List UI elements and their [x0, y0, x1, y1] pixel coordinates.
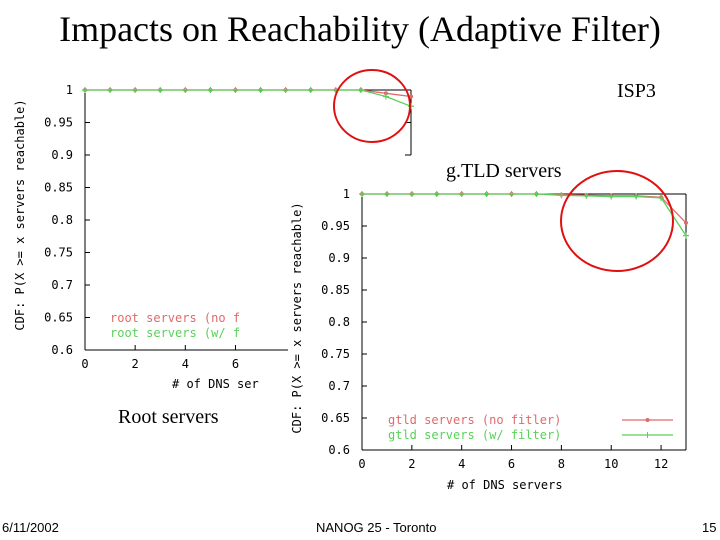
data-point — [182, 87, 189, 93]
isp3-label: ISP3 — [617, 80, 656, 102]
data-point — [282, 87, 289, 93]
data-point — [608, 193, 615, 200]
data-point — [533, 191, 540, 197]
y-axis-label: CDF: P(X >= x servers reachable) — [13, 99, 27, 330]
y-axis-label: CDF: P(X >= x servers reachable) — [290, 202, 304, 433]
y-tick-label: 0.95 — [44, 116, 73, 130]
data-point — [558, 192, 565, 199]
y-tick-label: 0.65 — [44, 311, 73, 325]
legend-marker — [644, 432, 651, 438]
data-point — [132, 87, 139, 93]
highlight-ellipse — [333, 69, 411, 143]
y-tick-label: 0.75 — [44, 246, 73, 260]
x-tick-label: 0 — [358, 457, 365, 471]
data-point — [583, 192, 590, 199]
y-tick-label: 0.7 — [328, 379, 350, 393]
data-point — [107, 87, 114, 93]
x-axis-label: # of DNS servers — [447, 478, 563, 492]
gtld-servers-label: g.TLD servers — [446, 160, 562, 182]
data-point — [232, 87, 239, 93]
data-point — [383, 191, 390, 197]
y-tick-label: 0.85 — [321, 283, 350, 297]
y-tick-label: 1 — [343, 187, 350, 201]
x-tick-label: 4 — [458, 457, 465, 471]
y-tick-label: 0.7 — [51, 278, 73, 292]
x-tick-label: 12 — [654, 457, 668, 471]
series-line-2 — [362, 193, 687, 236]
data-point — [458, 191, 465, 197]
slide-title: Impacts on Reachability (Adaptive Filter… — [59, 9, 661, 49]
data-point — [483, 191, 490, 197]
data-point — [508, 191, 515, 197]
x-tick-label: 8 — [558, 457, 565, 471]
data-point — [157, 87, 164, 93]
x-axis-label: # of DNS ser — [172, 377, 259, 391]
x-tick-label: 4 — [182, 357, 189, 371]
footer-date: 6/11/2002 — [2, 520, 59, 535]
data-point — [408, 191, 415, 197]
data-point — [307, 87, 314, 93]
data-point — [633, 193, 640, 200]
footer-page-number: 15 — [702, 520, 717, 535]
data-point — [683, 232, 689, 239]
legend-entry-1: root servers (no f — [110, 311, 240, 325]
footer-event: NANOG 25 - Toronto — [316, 520, 437, 535]
y-tick-label: 0.9 — [51, 148, 73, 162]
x-tick-label: 2 — [132, 357, 139, 371]
chart-1: 1 0.95 0.9 0.85 0.8 0.75 0.7 0.65 0.6 0 2 4 6 # of DN… — [13, 69, 414, 391]
data-point — [257, 87, 264, 93]
x-tick-label: 0 — [81, 357, 88, 371]
x-tick-label: 6 — [232, 357, 239, 371]
x-tick-label: 6 — [508, 457, 515, 471]
y-tick-label: 0.9 — [328, 251, 350, 265]
data-point — [408, 103, 414, 110]
y-tick-label: 0.65 — [321, 411, 350, 425]
y-tick-label: 0.6 — [328, 443, 350, 457]
data-point — [383, 91, 388, 96]
data-point — [382, 93, 389, 100]
x-tick-label: 10 — [604, 457, 618, 471]
chart-2: 1 0.95 0.9 0.85 0.8 0.75 0.7 0.65 0.6 0 2 4 6 8 10 12 # … — [288, 170, 708, 492]
highlight-ellipse — [560, 170, 674, 272]
y-tick-label: 0.6 — [51, 343, 73, 357]
data-point — [82, 87, 88, 93]
data-point — [357, 87, 364, 93]
legend-marker — [645, 418, 650, 422]
y-tick-label: 0.75 — [321, 347, 350, 361]
data-point — [433, 191, 440, 197]
legend-entry-2: root servers (w/ f — [110, 326, 240, 340]
y-tick-label: 1 — [66, 83, 73, 97]
y-tick-label: 0.8 — [328, 315, 350, 329]
series-line-2 — [85, 89, 412, 107]
root-servers-label: Root servers — [118, 406, 219, 428]
y-tick-label: 0.85 — [44, 181, 73, 195]
legend-entry-2: gtld servers (w/ filter) — [388, 428, 561, 442]
data-point — [684, 220, 688, 225]
data-point — [207, 87, 214, 93]
legend-entry-1: gtld servers (no fitler) — [388, 413, 561, 427]
chart-2-background — [288, 172, 708, 492]
y-tick-label: 0.95 — [321, 219, 350, 233]
data-point — [359, 191, 365, 197]
x-tick-label: 2 — [408, 457, 415, 471]
data-point — [658, 194, 665, 201]
y-tick-label: 0.8 — [51, 213, 73, 227]
